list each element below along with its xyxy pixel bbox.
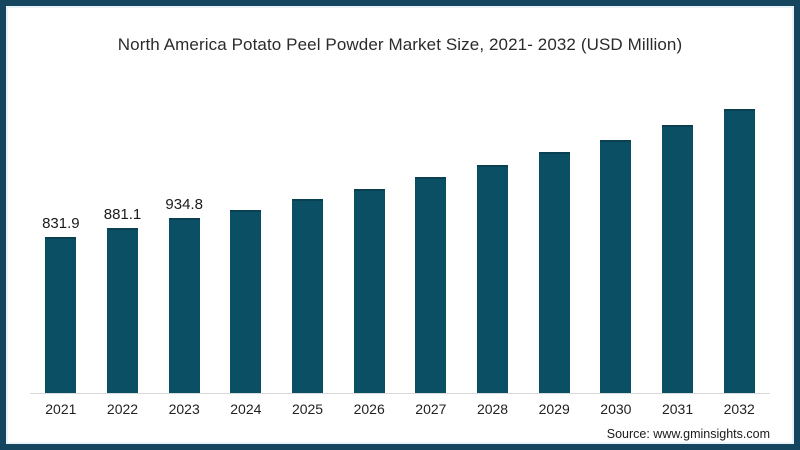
bar-value-label: 831.9	[42, 215, 80, 232]
bar	[723, 109, 755, 393]
bar-value-label: 934.8	[165, 196, 203, 213]
x-axis-label: 2026	[353, 401, 385, 417]
bar-column	[215, 83, 277, 393]
x-axis-label: 2030	[600, 401, 632, 417]
bar	[538, 152, 570, 393]
source-text: Source: www.gminsights.com	[606, 427, 770, 441]
x-axis-line	[30, 393, 770, 394]
bar-value-label: 881.1	[103, 206, 142, 223]
bar-column	[462, 83, 524, 393]
bar	[45, 237, 77, 393]
plot-area: 831.9 881.1 934.8	[30, 83, 770, 393]
bar-column	[585, 83, 647, 393]
bar	[415, 177, 447, 393]
bar	[292, 199, 324, 393]
bar-column: 934.8	[153, 83, 215, 393]
bar-column	[277, 83, 339, 393]
bar	[107, 228, 138, 393]
bar-column: 881.1	[92, 83, 154, 393]
bar	[662, 125, 694, 393]
bar-column	[708, 83, 770, 393]
bar-column: 831.9	[30, 83, 92, 393]
bar	[230, 210, 262, 393]
bar-column	[338, 83, 400, 393]
x-axis-label: 2022	[106, 401, 139, 417]
bar	[600, 140, 632, 393]
x-axis-label: 2032	[723, 401, 755, 417]
x-axis-label: 2031	[661, 401, 694, 417]
bar-column	[647, 83, 709, 393]
x-axis-label: 2029	[538, 401, 570, 417]
bar	[477, 165, 509, 393]
x-axis-label: 2023	[168, 401, 200, 417]
bar	[353, 189, 385, 393]
x-axis-label: 2028	[476, 401, 509, 417]
bar	[168, 218, 200, 393]
x-axis-label: 2024	[230, 401, 262, 417]
x-axis-label: 2021	[45, 401, 77, 417]
x-axis-label: 2025	[291, 401, 324, 417]
chart-title: North America Potato Peel Powder Market …	[117, 35, 683, 54]
bar-column	[400, 83, 462, 393]
x-axis-label: 2027	[415, 401, 447, 417]
bar-column	[523, 83, 585, 393]
x-axis-labels: 2021 2022 2023 2024 2025 2026 2027 2028 2029 2030…	[30, 401, 770, 417]
